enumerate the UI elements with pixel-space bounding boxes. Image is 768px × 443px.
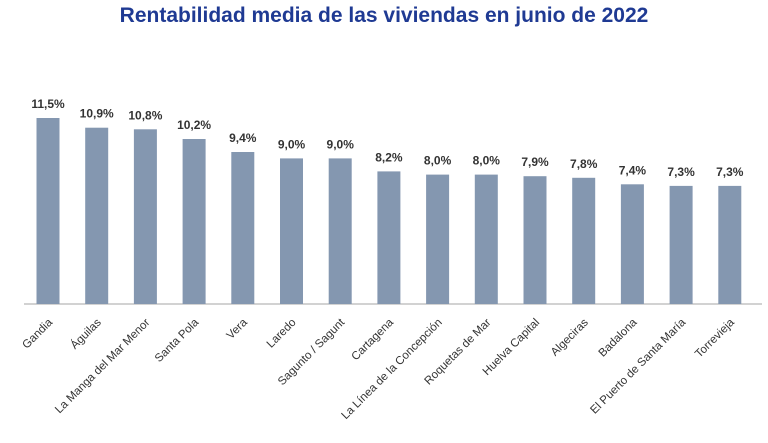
bar — [426, 174, 450, 304]
data-label: 7,3% — [667, 165, 695, 179]
data-label: 9,4% — [229, 131, 257, 145]
data-label: 10,9% — [80, 107, 114, 121]
bar — [669, 185, 693, 304]
category-label: Santa Pola — [153, 316, 202, 365]
bar — [36, 118, 60, 304]
data-label: 7,9% — [521, 155, 549, 169]
category-label: El Puerto de Santa María — [588, 316, 688, 416]
category-label: Gandia — [20, 316, 55, 351]
data-label: 7,8% — [570, 157, 598, 171]
data-label: 8,0% — [424, 154, 452, 168]
data-label: 7,3% — [716, 165, 744, 179]
category-label: Badalona — [597, 316, 640, 359]
bar — [718, 185, 742, 304]
category-label: Algeciras — [549, 316, 591, 358]
bar — [231, 152, 255, 304]
bar — [182, 139, 206, 304]
bar — [572, 177, 596, 304]
data-label: 9,0% — [327, 137, 355, 151]
bar — [280, 158, 303, 304]
data-label: 7,4% — [619, 163, 647, 177]
category-label: Laredo — [265, 317, 299, 351]
data-label: 8,2% — [375, 150, 403, 164]
data-label: 11,5% — [31, 97, 65, 111]
data-label: 10,8% — [128, 108, 162, 122]
bar — [328, 158, 352, 304]
category-label: Torrevieja — [693, 316, 737, 360]
category-label: Vera — [225, 316, 251, 342]
chart-title: Rentabilidad media de las viviendas en j… — [119, 4, 649, 27]
category-label: Cartagena — [350, 316, 397, 363]
data-label: 8,0% — [473, 154, 501, 168]
bar — [474, 174, 498, 304]
category-label: La Manga del Mar Menor — [53, 317, 152, 416]
bar — [620, 184, 644, 304]
bar — [133, 129, 157, 304]
bar — [85, 127, 109, 304]
category-label: La Línea de la Concepción — [339, 317, 444, 422]
category-label: Águilas — [68, 316, 104, 352]
bar — [377, 171, 401, 304]
data-label: 9,0% — [278, 137, 306, 151]
data-label: 10,2% — [177, 118, 211, 132]
bar — [523, 176, 547, 304]
